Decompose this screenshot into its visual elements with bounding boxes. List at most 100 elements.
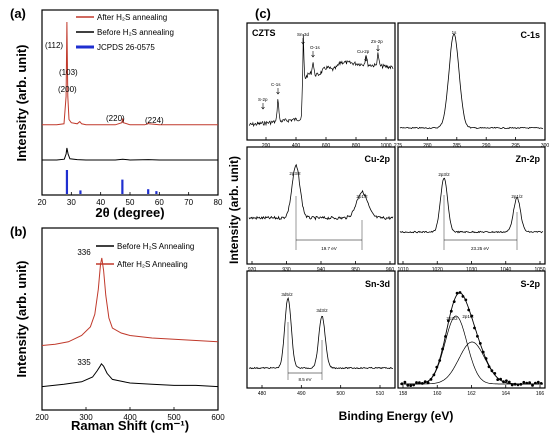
s2p-data-point (438, 359, 442, 362)
survey-x-tick-label: 400 (292, 143, 301, 149)
sn3d-peak-label-32: 3d3/2 (316, 308, 328, 313)
xrd-legend-before: Before H₂S annealing (97, 28, 174, 37)
c1s-x-tick-label: 285 (453, 143, 462, 149)
raman-peak-label-335: 335 (77, 358, 91, 367)
c1s-spectrum-line (399, 33, 544, 130)
s2p-x-tick-label: 162 (467, 391, 476, 397)
xrd-legend-after: After H₂S annealing (97, 13, 167, 22)
xrd-peak-label-220: (220) (106, 114, 125, 123)
c1s-x-tick-label: 280 (423, 143, 432, 149)
s2p-data-point (441, 347, 444, 351)
zn2p-x-tick-label: 1010 (397, 267, 408, 273)
s2p-data-point (525, 381, 529, 385)
s2p-data-point (478, 342, 482, 345)
sn3d-x-tick-label: 480 (258, 391, 267, 397)
cu2p-title: Cu-2p (365, 154, 391, 164)
sn3d-peak-label-52: 3d5/2 (281, 292, 293, 297)
c1s-x-tick-label: 300 (541, 143, 550, 149)
c1s-plot-frame (397, 22, 546, 141)
c1s-peak-label: 1s (452, 30, 458, 35)
s2p-data-point (429, 378, 433, 381)
s2p-title: S-2p (520, 279, 540, 289)
s2p-data-point (510, 383, 514, 387)
sn3d-x-ticks: 480 490 500 510 (258, 385, 384, 397)
raman-x-tick-label: 600 (211, 413, 225, 422)
survey-x-tick-label: 1000 (380, 143, 391, 149)
s2p-data-point (420, 382, 424, 385)
s2p-data-point (418, 381, 421, 385)
panel-label-a: (a) (10, 6, 26, 21)
s2p-data-point (449, 309, 453, 313)
raman-x-ticks: 200 300 400 500 600 (35, 407, 225, 422)
xrd-x-tick-label: 20 (38, 198, 47, 207)
s2p-data-point (528, 381, 531, 385)
s2p-data-point (496, 378, 500, 381)
xrd-series-line-1 (42, 147, 218, 161)
cu2p-x-tick-label: 920 (248, 267, 257, 273)
c1s-title: C-1s (520, 30, 540, 40)
s2p-data-point (473, 326, 476, 330)
s2p-data-point (507, 380, 511, 384)
s2p-peak-label-32: 2p3/2 (446, 316, 458, 321)
survey-ann-c1s: C-1s (271, 82, 281, 87)
s2p-data-point (467, 308, 471, 312)
s2p-data-point (423, 380, 427, 383)
s2p-data-point (415, 381, 418, 384)
panel-label-c: (c) (255, 6, 271, 21)
xrd-reference-sticks (65, 170, 158, 194)
xrd-x-tick-label: 70 (184, 198, 193, 207)
raman-y-axis-label: Intensity (arb. unit) (14, 261, 29, 378)
cu2p-x-tick-label: 960 (386, 267, 395, 273)
s2p-data-point (458, 291, 462, 294)
raman-series-line-0 (41, 257, 219, 346)
sn3d-split-label: 8.5 eV (298, 377, 311, 382)
survey-arrow-sn3d (301, 37, 305, 45)
xrd-peak-label-200: (200) (58, 85, 77, 94)
zn2p-title: Zn-2p (516, 154, 541, 164)
xrd-series-line-0 (42, 21, 218, 126)
s2p-data-point (505, 379, 508, 383)
s2p-data-point (432, 373, 436, 377)
s2p-x-ticks: 158 160 162 164 166 (399, 385, 545, 397)
s2p-data-point (409, 384, 413, 387)
raman-x-tick-label: 200 (35, 413, 49, 422)
c1s-x-tick-label: 275 (394, 143, 403, 149)
zn2p-split-label: 23.25 eV (471, 246, 489, 251)
xrd-x-tick-label: 50 (126, 198, 135, 207)
s2p-component-12-line (400, 341, 543, 385)
s2p-data-point (444, 335, 447, 338)
xrd-series-group (42, 21, 218, 161)
s2p-data-point (539, 382, 543, 385)
s2p-data-point (536, 380, 540, 384)
c1s-x-tick-label: 295 (511, 143, 520, 149)
xrd-x-tick-label: 80 (214, 198, 223, 207)
s2p-x-tick-label: 158 (399, 391, 408, 397)
s2p-data-point (464, 298, 468, 302)
s2p-data-point (516, 383, 520, 387)
sn3d-plot-frame (246, 270, 396, 389)
s2p-data-point (452, 300, 456, 303)
c1s-x-ticks: 275 280 285 290 295 300 (394, 137, 550, 149)
zn2p-x-tick-label: 1030 (466, 267, 477, 273)
s2p-data-points (400, 291, 543, 387)
raman-x-axis-label: Raman Shift (cm⁻¹) (71, 418, 189, 433)
xps-x-axis-label: Binding Energy (eV) (339, 409, 454, 423)
survey-ann-cu2p: Cu-2p (357, 49, 370, 54)
xrd-peak-label-112: (112) (45, 41, 63, 50)
zn2p-x-tick-label: 1050 (534, 267, 545, 273)
xrd-peak-label-224: (224) (145, 116, 164, 125)
s2p-data-point (461, 295, 465, 298)
raman-legend-after: After H₂S Annealing (117, 260, 188, 269)
xrd-x-tick-label: 60 (155, 198, 164, 207)
c1s-x-tick-label: 290 (482, 143, 491, 149)
raman-x-tick-label: 300 (79, 413, 93, 422)
s2p-component-32-line (400, 315, 543, 385)
sn3d-spectrum-line (248, 296, 394, 370)
survey-arrow-c1s (276, 87, 280, 95)
cu2p-spectrum-line (248, 163, 394, 221)
sn3d-x-tick-label: 500 (336, 391, 345, 397)
survey-arrow-s2p (261, 102, 265, 110)
s2p-x-tick-label: 166 (536, 391, 545, 397)
xrd-x-ticks: 20 30 40 50 60 70 80 (38, 192, 223, 207)
survey-ann-o1s: O-1s (310, 45, 321, 50)
